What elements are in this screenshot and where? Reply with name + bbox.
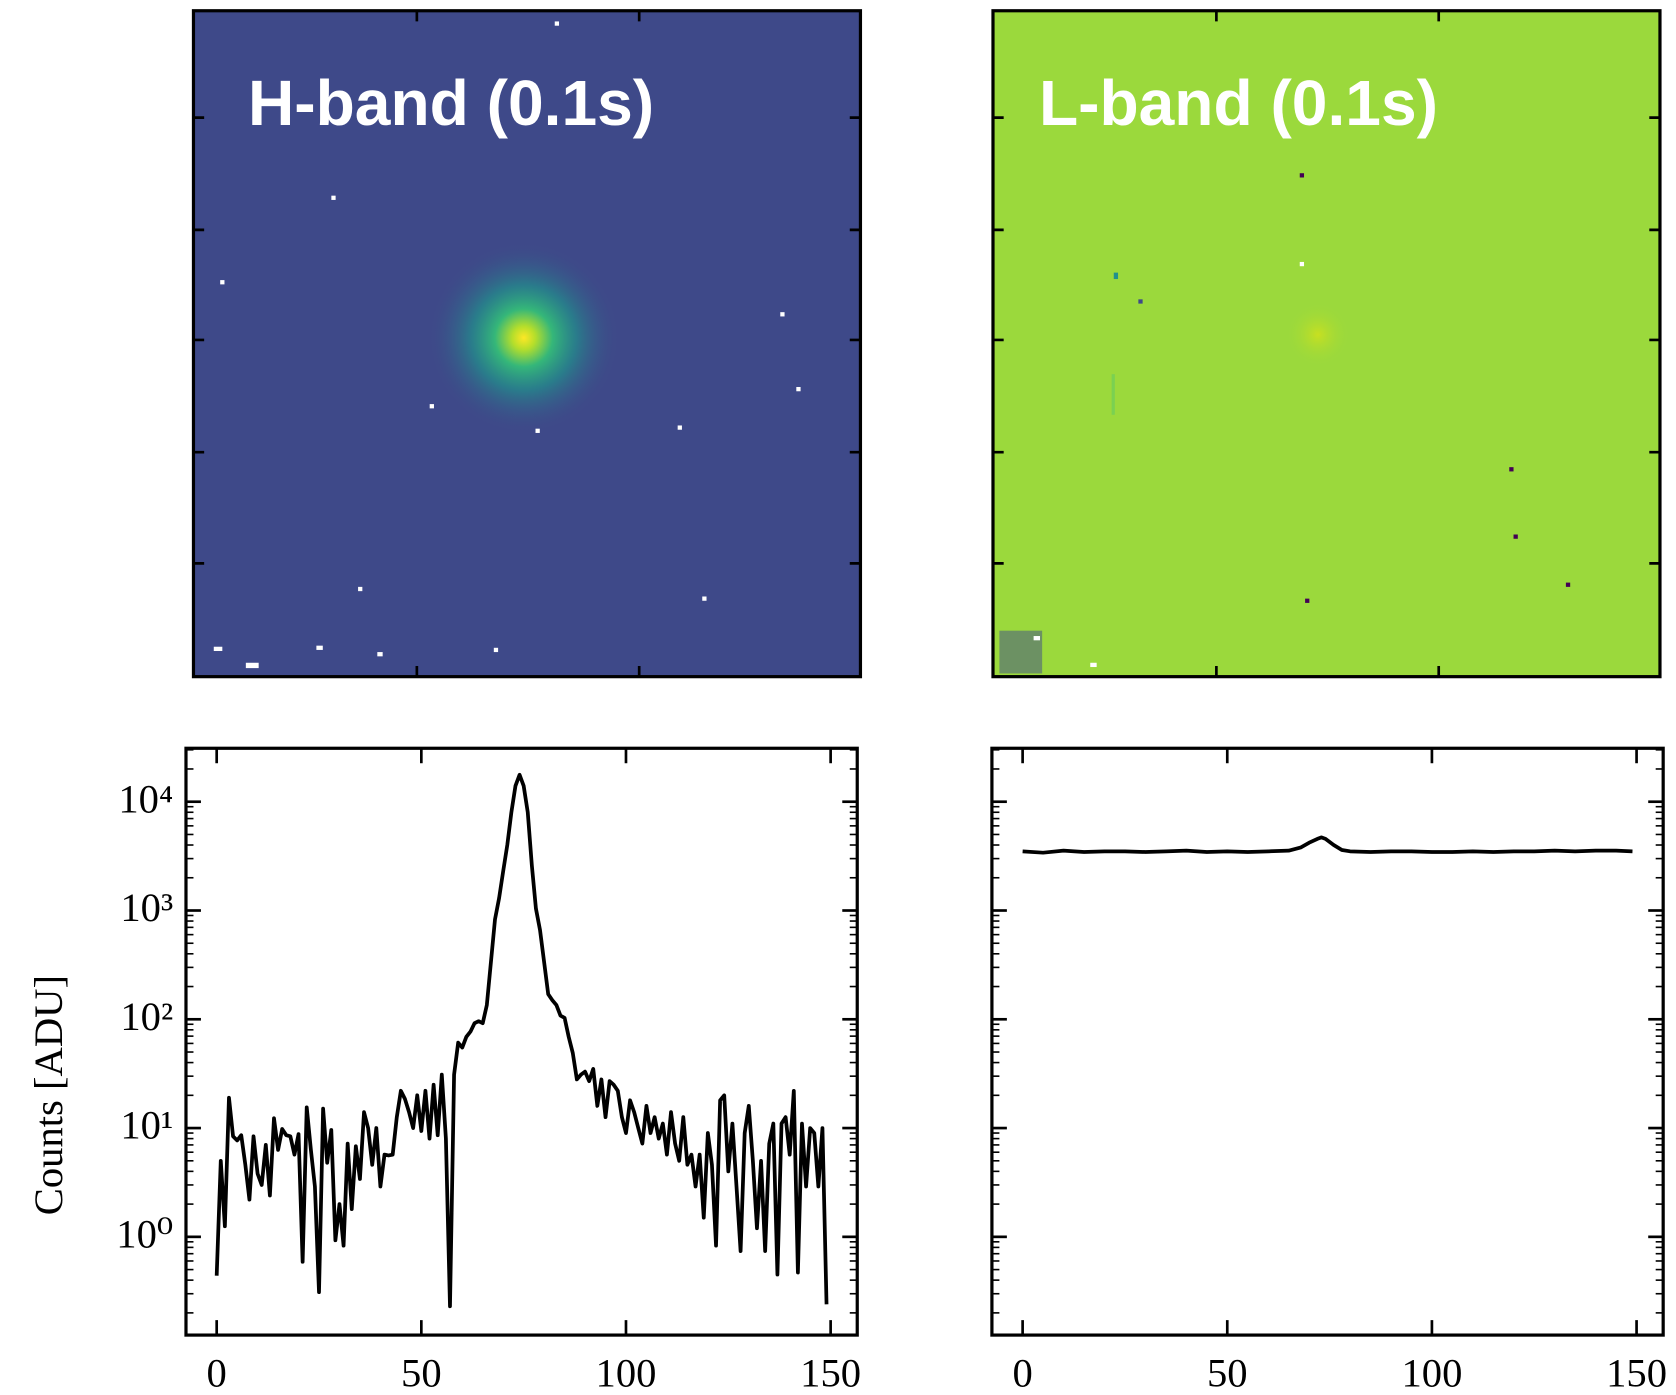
x-tick-label: 150	[800, 1350, 861, 1395]
y-tick-label: 10⁴	[118, 776, 173, 821]
image-title: H-band (0.1s)	[248, 67, 654, 139]
x-tick-label: 100	[596, 1350, 657, 1395]
image-panel: H-band (0.1s)	[191, 9, 863, 679]
y-axis-label: Counts [ADU]	[26, 975, 71, 1215]
image-specks	[999, 173, 1571, 674]
x-tick-label: 150	[1606, 1350, 1667, 1395]
x-tick-label: 50	[401, 1350, 442, 1395]
y-tick-label: 10²	[120, 994, 173, 1039]
image-panel: L-band (0.1s)	[991, 9, 1662, 679]
image-ticks	[193, 10, 1660, 677]
y-tick-label: 10³	[120, 885, 173, 930]
y-tick-label: 10¹	[120, 1103, 173, 1148]
x-tick-label: 50	[1207, 1350, 1248, 1395]
data-line	[214, 772, 829, 1309]
image-glow	[992, 10, 1660, 677]
image-specks	[213, 21, 801, 669]
y-tick-label: 10⁰	[116, 1212, 173, 1257]
plot-frame	[990, 746, 1665, 1337]
x-tick-label: 0	[207, 1350, 227, 1395]
image-frame	[991, 9, 1662, 679]
image-title: L-band (0.1s)	[1039, 67, 1438, 139]
image-glow	[193, 10, 861, 677]
data-line	[1022, 835, 1633, 855]
plot-frame	[184, 746, 859, 1337]
x-tick-label: 0	[1012, 1350, 1032, 1395]
image-frame	[191, 9, 863, 679]
x-tick-label: 100	[1401, 1350, 1462, 1395]
